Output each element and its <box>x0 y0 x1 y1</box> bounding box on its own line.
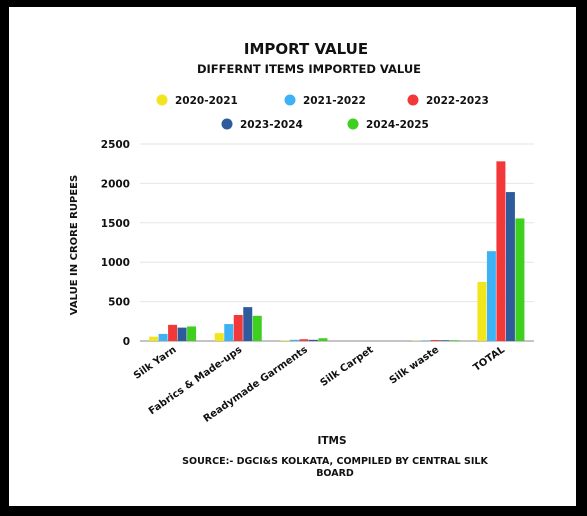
x-tick-label: Silk Carpet <box>319 344 376 389</box>
bar <box>224 324 234 341</box>
bar <box>177 327 187 341</box>
y-tick-label: 2500 <box>101 139 130 151</box>
bar <box>477 281 487 341</box>
legend-label: 2023-2024 <box>240 119 303 131</box>
x-tick-label: Silk waste <box>388 344 442 386</box>
y-axis-label: VALUE IN CRORE RUPEES <box>69 175 80 315</box>
y-tick-label: 500 <box>108 297 130 309</box>
x-axis-label: ITMS <box>317 435 346 447</box>
legend-marker <box>221 118 233 130</box>
bar <box>158 333 168 341</box>
legend-marker <box>347 118 359 130</box>
legend-marker <box>284 94 296 106</box>
y-tick-label: 1000 <box>101 257 130 269</box>
y-tick-label: 1500 <box>101 218 130 230</box>
chart-title: IMPORT VALUE <box>244 40 368 58</box>
bar <box>280 340 290 341</box>
bar <box>252 315 262 341</box>
x-tick-label: TOTAL <box>472 344 508 374</box>
y-tick-label: 0 <box>123 336 130 348</box>
legend-label: 2020-2021 <box>175 95 238 107</box>
bar <box>421 340 431 341</box>
bar <box>299 339 309 341</box>
legend-label: 2022-2023 <box>426 95 489 107</box>
legend-marker <box>156 94 168 106</box>
legend-label: 2021-2022 <box>303 95 366 107</box>
x-tick-label: Silk Yarn <box>132 344 179 381</box>
bar <box>505 192 515 341</box>
bar <box>308 339 318 341</box>
bar <box>243 307 253 341</box>
bar <box>515 218 525 341</box>
bar <box>214 333 224 341</box>
y-axis-ticks: 0 500 1000 1500 2000 2500 <box>101 139 130 348</box>
legend-marker <box>407 94 419 106</box>
bar <box>289 339 299 341</box>
source-note: SOURCE:- DGCI&S KOLKATA, COMPILED BY CEN… <box>182 456 488 479</box>
bar <box>318 338 328 341</box>
bar <box>486 251 496 341</box>
legend: 2020-2021 2021-2022 2022-2023 2023-2024 2024… <box>156 94 489 131</box>
grid <box>140 143 534 342</box>
import-value-chart: IMPORT VALUE DIFFERNT ITEMS IMPORTED VAL… <box>69 40 534 479</box>
bar <box>187 326 197 341</box>
bars <box>149 161 525 341</box>
x-tick-label: Readymade Garments <box>202 344 310 424</box>
bar <box>168 324 178 341</box>
legend-label: 2024-2025 <box>366 119 429 131</box>
bar <box>430 340 440 341</box>
bar <box>149 336 159 341</box>
bar <box>496 161 506 341</box>
bar <box>449 340 459 341</box>
bar <box>440 340 450 341</box>
y-tick-label: 2000 <box>101 178 130 190</box>
chart-subtitle: DIFFERNT ITEMS IMPORTED VALUE <box>197 62 421 76</box>
bar <box>233 314 243 341</box>
chart-frame: IMPORT VALUE DIFFERNT ITEMS IMPORTED VAL… <box>9 7 576 506</box>
